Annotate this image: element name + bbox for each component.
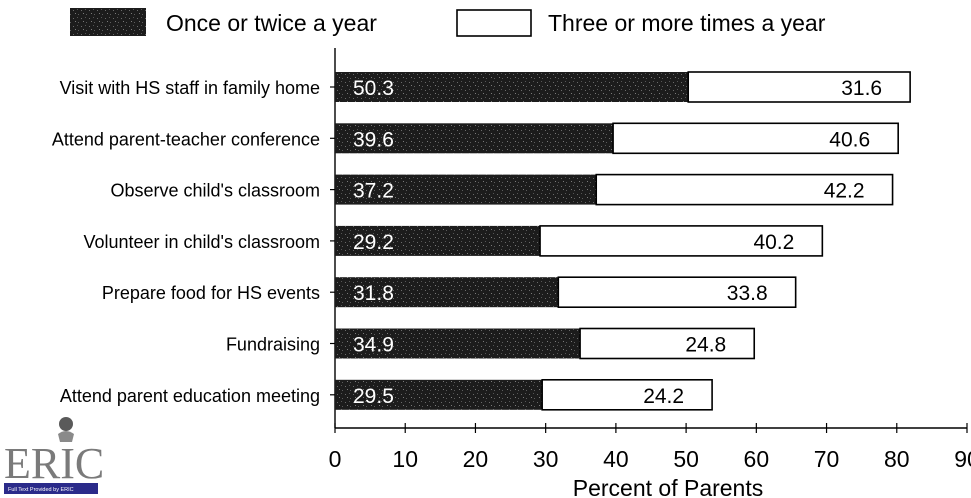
data-label-once-or-twice: 29.2 (353, 231, 394, 254)
bar-once-or-twice (335, 174, 597, 205)
x-tick-label: 60 (744, 446, 770, 472)
data-label-once-or-twice: 39.6 (353, 128, 394, 151)
data-label-three-or-more: 31.6 (841, 77, 882, 100)
category-label: Attend parent education meeting (60, 386, 320, 406)
x-tick-label: 0 (329, 446, 342, 472)
x-tick-label: 70 (814, 446, 840, 472)
data-label-once-or-twice: 29.5 (353, 385, 394, 408)
x-tick-label: 10 (392, 446, 418, 472)
bar-three-or-more (612, 122, 899, 155)
x-tick-label: 90 (954, 446, 971, 472)
x-tick-label: 40 (603, 446, 629, 472)
data-label-three-or-more: 40.6 (829, 128, 870, 151)
bars: 50.3 31.6 39.6 40.6 37.2 42.2 29.2 40.2 31.8 33.8… (335, 71, 911, 411)
category-label: Observe child's classroom (110, 181, 320, 201)
bar-once-or-twice (335, 379, 543, 410)
legend-label-once-or-twice: Once or twice a year (166, 10, 377, 36)
axes: 0 10 20 30 40 50 60 70 80 90 Percent of Parents Vis… (52, 48, 971, 498)
eric-logo-figure-body (58, 431, 74, 442)
bar-three-or-more (579, 327, 756, 360)
data-label-three-or-more: 33.8 (727, 282, 768, 305)
bar-three-or-more (557, 276, 797, 309)
bar-once-or-twice (335, 328, 581, 359)
legend-swatch-once-or-twice (70, 8, 146, 36)
eric-logo-text: ERIC (4, 439, 102, 488)
x-tick-label: 50 (673, 446, 699, 472)
data-label-once-or-twice: 37.2 (353, 180, 394, 203)
category-label: Visit with HS staff in family home (60, 78, 320, 98)
legend-swatch-three-or-more (456, 9, 532, 37)
eric-logo: ERIC Full Text Provided by ERIC (4, 417, 102, 494)
eric-logo-figure-head (59, 417, 73, 431)
data-label-three-or-more: 40.2 (753, 231, 794, 254)
eric-logo-banner (4, 483, 98, 494)
bar-three-or-more (595, 173, 894, 206)
data-label-three-or-more: 24.8 (685, 334, 726, 357)
data-label-once-or-twice: 50.3 (353, 77, 394, 100)
legend-label-three-or-more: Three or more times a year (548, 10, 826, 36)
category-label: Attend parent-teacher conference (52, 129, 320, 149)
bar-three-or-more (539, 225, 824, 257)
data-label-once-or-twice: 34.9 (353, 334, 394, 357)
bar-once-or-twice (335, 277, 559, 308)
x-tick-label: 80 (884, 446, 910, 472)
bar-three-or-more (687, 71, 911, 103)
bar-once-or-twice (335, 225, 541, 256)
eric-logo-subtext: Full Text Provided by ERIC (8, 487, 74, 493)
bar-once-or-twice (335, 123, 614, 154)
x-tick-label: 20 (463, 446, 489, 472)
bar-three-or-more (541, 378, 713, 411)
category-label: Fundraising (226, 335, 320, 355)
data-label-three-or-more: 42.2 (824, 180, 865, 203)
category-label: Prepare food for HS events (102, 283, 320, 303)
x-axis-title: Percent of Parents (573, 475, 764, 498)
category-label: Volunteer in child's classroom (83, 232, 320, 252)
data-label-once-or-twice: 31.8 (353, 282, 394, 305)
legend: Once or twice a year Three or more times … (70, 8, 826, 37)
data-label-three-or-more: 24.2 (643, 385, 684, 408)
bar-once-or-twice (335, 72, 689, 102)
x-tick-label: 30 (533, 446, 559, 472)
